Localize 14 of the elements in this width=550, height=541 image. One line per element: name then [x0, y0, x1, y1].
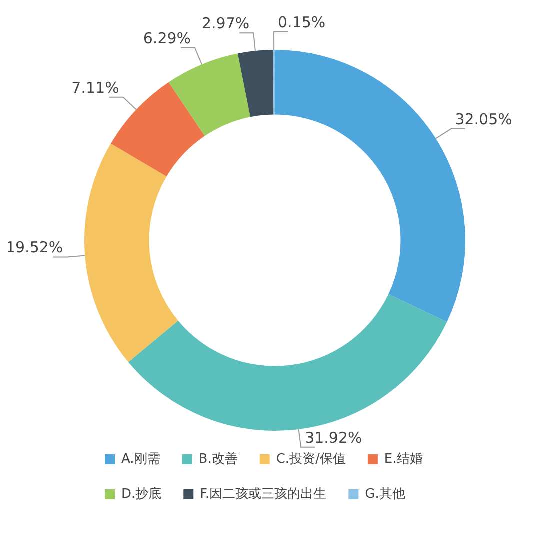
legend-label: F.因二孩或三孩的出生: [200, 486, 327, 502]
legend-label: A.刚需: [122, 452, 160, 467]
data-label: 19.52%: [6, 238, 64, 257]
legend-label: E.结婚: [384, 452, 423, 467]
legend-label: D.抄底: [122, 486, 162, 502]
legend-label: C.投资/保值: [276, 452, 346, 467]
data-label: 2.97%: [202, 14, 250, 32]
data-label: 31.92%: [305, 428, 362, 447]
data-label: 32.05%: [455, 110, 512, 128]
data-label: 0.15%: [278, 13, 326, 32]
legend-label: G.其他: [365, 486, 406, 502]
data-label: 6.29%: [143, 29, 192, 48]
legend-label: B.改善: [198, 450, 238, 467]
data-label: 7.11%: [72, 78, 120, 97]
